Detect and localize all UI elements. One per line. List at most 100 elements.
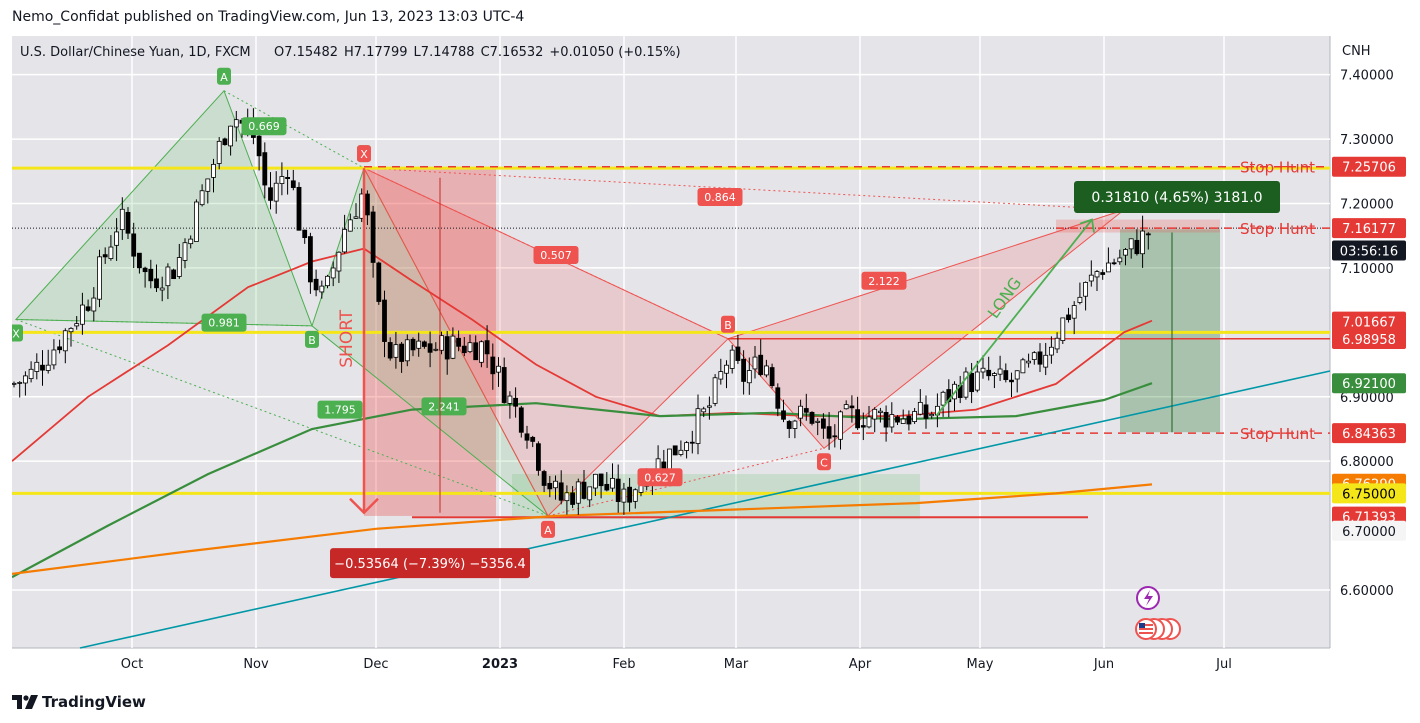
price-tag: 6.98958 <box>1332 329 1406 350</box>
svg-text:7.01667: 7.01667 <box>1342 316 1396 331</box>
candle-body <box>781 410 786 420</box>
svg-text:6.70000: 6.70000 <box>1342 525 1396 540</box>
candle-body <box>900 418 906 424</box>
price-tag: 7.01667 <box>1332 311 1406 332</box>
candle-body <box>746 370 752 384</box>
candle-body <box>1123 249 1128 256</box>
candle-body <box>1106 262 1111 273</box>
ratio-label: 2.122 <box>861 271 907 290</box>
candle-body <box>154 278 159 289</box>
svg-text:2.122: 2.122 <box>868 275 900 288</box>
indicator-lines <box>11 165 1331 649</box>
candle-body <box>182 242 188 261</box>
svg-text:A: A <box>544 524 552 537</box>
currency-label: CNH <box>1342 44 1371 59</box>
candle-body <box>1140 230 1145 255</box>
footer: TradingView <box>12 690 146 714</box>
us-flag-events-icon[interactable] <box>1135 618 1181 640</box>
time-tick-label: Dec <box>363 657 388 672</box>
candle-body <box>992 373 997 376</box>
price-tick-label: 7.30000 <box>1340 133 1394 148</box>
time-tick-label: Mar <box>724 657 749 672</box>
time-axis[interactable]: Oct Nov Dec 2023 Feb Mar Apr May Jun Jul <box>121 657 1232 672</box>
d-point-zone <box>1056 219 1220 233</box>
long-measure-box: 0.31810 (4.65%) 3181.0 <box>1074 180 1280 213</box>
candle-body <box>176 257 182 277</box>
candle-body <box>290 180 296 188</box>
candle-body <box>484 340 490 355</box>
candle-body <box>986 369 992 377</box>
candle-body <box>689 441 695 444</box>
candle-body <box>678 449 684 455</box>
candle-body <box>1014 370 1020 380</box>
lightning-icon[interactable] <box>1136 586 1160 610</box>
legend-symbol: U.S. Dollar/Chinese Yuan, 1D, FXCM <box>20 45 251 60</box>
candle-body <box>758 354 764 375</box>
svg-text:−0.53564 (−7.39%) −5356.4: −0.53564 (−7.39%) −5356.4 <box>334 557 526 572</box>
top-bar: Nemo_Confidat published on TradingView.c… <box>0 0 1420 36</box>
candle-body <box>228 125 234 147</box>
candle-body <box>387 342 393 359</box>
candle-body <box>1083 282 1088 297</box>
price-tick-label: 7.20000 <box>1340 197 1394 212</box>
candle-body <box>85 306 91 311</box>
ratio-label: 0.981 <box>201 313 247 332</box>
candle-body <box>718 371 724 380</box>
candle-body <box>97 256 102 300</box>
candle-body <box>285 177 291 180</box>
candle-body <box>524 433 530 441</box>
candle-body <box>268 187 273 201</box>
axis-background <box>1330 36 1408 676</box>
price-chart[interactable]: XABCXABCD0.6690.9811.7952.2410.8640.5072… <box>9 36 1408 676</box>
candle-body <box>764 365 769 376</box>
candle-body <box>68 327 74 333</box>
candle-body <box>1111 262 1117 265</box>
candle-body <box>461 345 467 354</box>
candle-body <box>325 275 330 287</box>
candle-body <box>792 420 798 429</box>
price-tick-label: 6.90000 <box>1340 391 1394 406</box>
price-axis[interactable]: 7.40000 7.30000 7.20000 7.10000 6.90000 6.800… <box>1332 69 1406 599</box>
candle-body <box>296 186 302 231</box>
svg-text:7.16177: 7.16177 <box>1342 222 1396 237</box>
ratio-label: 0.627 <box>637 468 683 487</box>
long-arrow-head <box>1079 218 1095 233</box>
candle-body <box>137 252 142 269</box>
candle-body <box>752 356 758 370</box>
candle-body <box>467 342 473 353</box>
candle-body <box>821 418 826 429</box>
chart-area[interactable]: XABCXABCD0.6690.9811.7952.2410.8640.5072… <box>9 36 1408 676</box>
short-arrow-head <box>349 497 379 515</box>
svg-text:C: C <box>820 456 828 469</box>
candle-body <box>307 236 313 283</box>
candle-body <box>80 304 85 325</box>
stop-hunt-label: Stop Hunt <box>1240 425 1315 443</box>
candle-body <box>330 267 336 279</box>
candle-body <box>421 341 427 347</box>
price-tag: 6.70000 <box>1332 520 1406 541</box>
svg-text:A: A <box>220 71 228 84</box>
candle-body <box>1100 272 1106 275</box>
candle-body <box>860 425 866 428</box>
candle-body <box>598 473 604 487</box>
candle-body <box>188 238 194 245</box>
svg-text:0.864: 0.864 <box>704 191 736 204</box>
candle-body <box>923 404 929 419</box>
footer-brand: TradingView <box>42 693 146 711</box>
svg-text:X: X <box>12 327 20 340</box>
tradingview-logo-icon <box>12 695 38 709</box>
stop-hunt-label: Stop Hunt <box>1240 159 1315 177</box>
long-target-zone <box>1120 229 1220 433</box>
ratio-label: 0.507 <box>533 246 579 265</box>
candle-body <box>786 421 792 429</box>
candle-body <box>131 233 137 257</box>
candle-body <box>1145 233 1151 236</box>
candle-body <box>91 297 97 312</box>
svg-text:0.507: 0.507 <box>540 249 572 262</box>
candle-body <box>119 208 125 231</box>
candle-body <box>342 228 348 253</box>
candle-body <box>353 216 359 219</box>
candle-body <box>917 401 923 415</box>
candle-body <box>530 436 536 442</box>
candle-body <box>735 346 741 361</box>
